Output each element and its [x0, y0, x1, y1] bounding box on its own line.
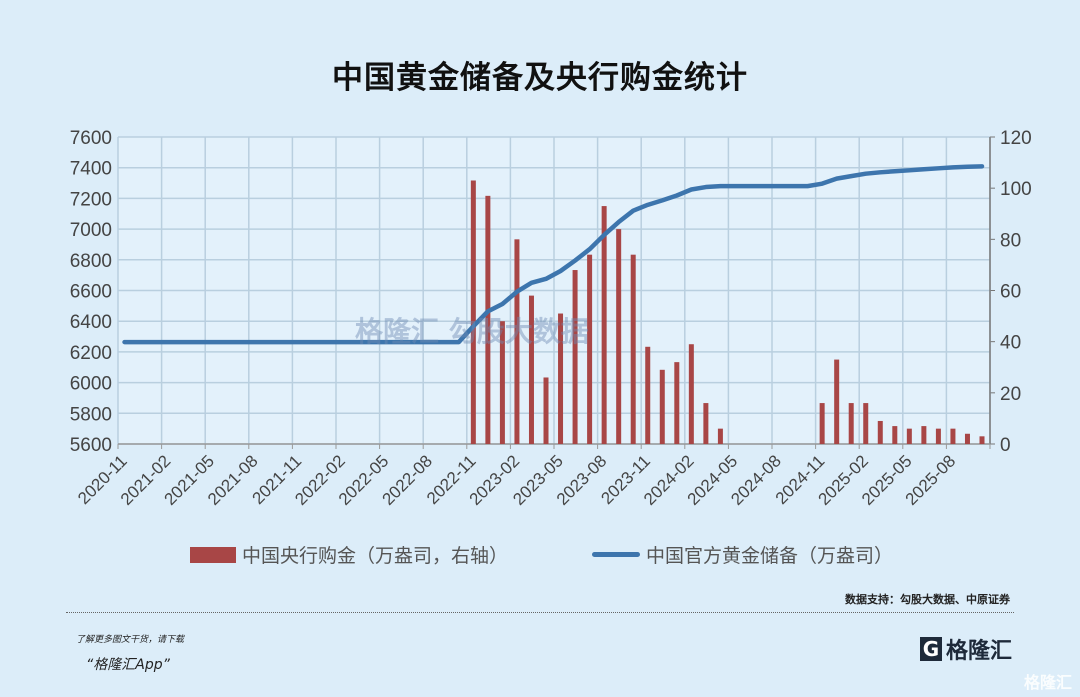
bar-2023-12: [659, 369, 665, 444]
chart-title: 中国黄金储备及央行购金统计: [332, 60, 748, 96]
source-note: 数据支持：勾股大数据、中原证券: [845, 593, 1010, 606]
bar-2023-04: [543, 377, 549, 444]
bar-2025-08: [950, 428, 956, 444]
legend-item-purchases: 中国央行购金（万盎司，右轴）: [190, 541, 508, 568]
chart: 5600 5800 6000 6200 6400 6600 6800 7000 7200 7400…: [70, 128, 1032, 509]
promo-app: “格隆汇App”: [86, 657, 170, 673]
bar-2023-07: [587, 254, 593, 444]
promo-text: 了解更多图文干货，请下载: [76, 635, 185, 645]
y-right-tick-label: 80: [1000, 230, 1021, 251]
bar-2025-03: [877, 420, 883, 444]
y-right-tick-label: 0: [1000, 435, 1011, 456]
bar-2025-09: [964, 433, 970, 444]
bar-2024-04: [717, 428, 723, 444]
y-right-tick-label: 120: [1000, 128, 1032, 149]
reserves-line: [122, 164, 985, 345]
bar-2025-10: [979, 436, 985, 444]
bar-2023-11: [645, 346, 651, 444]
bar-2025-06: [921, 426, 927, 444]
bar-2024-01: [674, 362, 680, 444]
logo: G 格隆汇: [919, 633, 1012, 665]
bar-2024-02: [688, 344, 694, 444]
legend-swatch-bar: [190, 546, 236, 563]
y-left-tick-label: 6000: [70, 374, 112, 395]
y-left-tick-label: 7400: [70, 159, 112, 180]
legend-label: 中国官方黄金储备（万盎司）: [646, 545, 894, 567]
bar-2024-12: [834, 359, 840, 444]
y-left-tick-label: 6200: [70, 343, 112, 364]
y-left-tick-label: 5600: [70, 435, 112, 456]
bar-2023-02: [514, 239, 520, 444]
logo-mark: G: [919, 637, 942, 661]
bar-2022-11: [470, 180, 476, 444]
y-left-tick-label: 5800: [70, 404, 112, 425]
divider: [66, 612, 1014, 613]
bar-2025-07: [935, 428, 941, 444]
bar-2024-03: [703, 403, 709, 444]
bar-2023-08: [601, 206, 607, 444]
bar-2025-02: [863, 403, 869, 444]
y-left-tick-label: 6800: [70, 251, 112, 272]
bar-2025-05: [906, 428, 912, 444]
y-left-tick-label: 7000: [70, 220, 112, 241]
y-right-tick-label: 40: [1000, 333, 1021, 354]
legend-swatch-line: [592, 552, 640, 557]
y-right-tick-label: 100: [1000, 179, 1032, 200]
y-left-tick-label: 6600: [70, 282, 112, 303]
bar-2023-05: [558, 313, 564, 444]
logo-text: 格隆汇: [945, 639, 1012, 664]
legend-item-reserves: 中国官方黄金储备（万盎司）: [592, 541, 893, 568]
bar-2024-11: [819, 403, 825, 444]
bar-2023-03: [528, 295, 534, 444]
bar-2023-09: [616, 229, 622, 444]
bar-2022-12: [485, 195, 491, 444]
bar-2025-01: [848, 403, 854, 444]
y-right-tick-label: 60: [1000, 282, 1021, 303]
y-left-tick-label: 7600: [70, 128, 112, 149]
bar-2025-04: [892, 426, 898, 444]
bar-2023-06: [572, 270, 578, 444]
y-right-tick-label: 20: [1000, 384, 1021, 405]
corner-watermark: 格隆汇: [1023, 673, 1072, 692]
legend-label: 中国央行购金（万盎司，右轴）: [242, 545, 509, 567]
y-left-tick-label: 7200: [70, 189, 112, 210]
bar-2023-10: [630, 254, 636, 444]
y-left-tick-label: 6400: [70, 312, 112, 333]
bar-2023-01: [499, 321, 505, 444]
